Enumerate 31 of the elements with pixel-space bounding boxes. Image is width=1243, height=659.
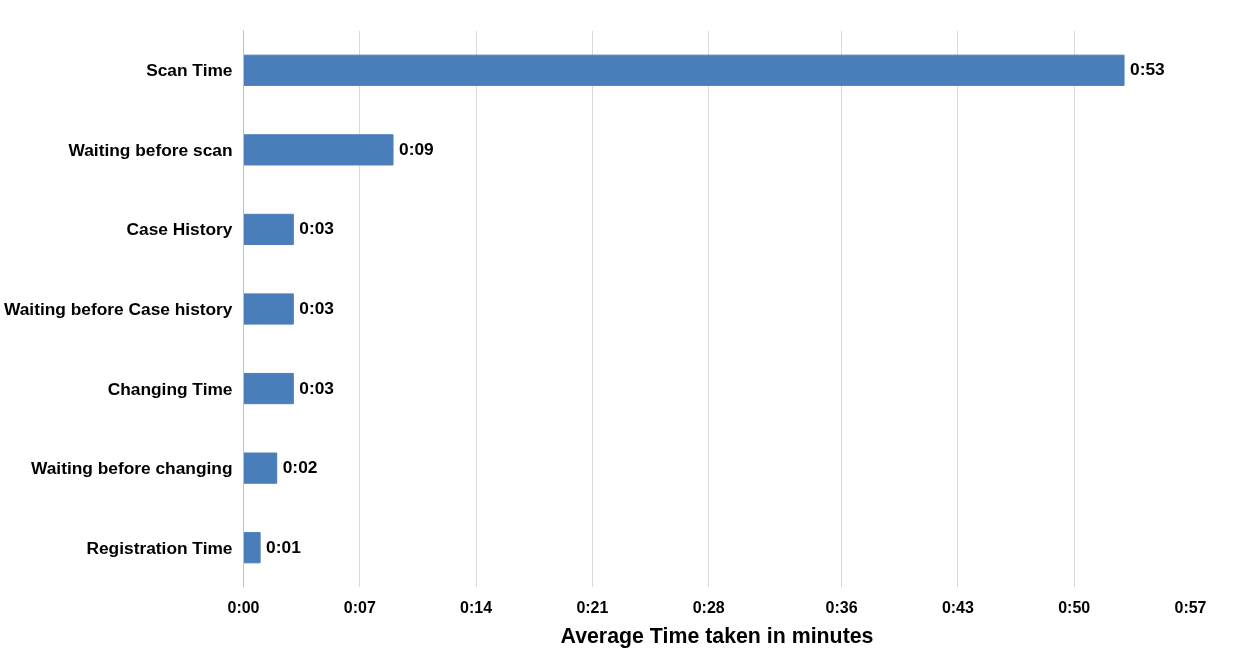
bar <box>243 532 261 564</box>
y-tick-label: Case History <box>126 219 233 240</box>
bar <box>243 452 278 484</box>
data-label: 0:03 <box>299 377 335 398</box>
x-tick-label: 0:21 <box>576 598 609 616</box>
y-tick-label: Changing Time <box>107 378 233 399</box>
x-tick-label: 0:36 <box>825 598 858 616</box>
bar <box>243 54 1125 86</box>
x-tick-label: 0:43 <box>941 598 975 616</box>
x-tick-label: 0:14 <box>460 598 493 616</box>
bar <box>243 134 394 166</box>
data-label: 0:53 <box>1130 59 1166 80</box>
data-label: 0:03 <box>299 218 335 239</box>
y-tick-label: Waiting before changing <box>30 458 233 479</box>
x-tick-label: 0:07 <box>343 598 376 616</box>
x-tick-label: 0:57 <box>1174 598 1207 616</box>
data-label: 0:09 <box>399 138 434 159</box>
data-label: 0:03 <box>299 298 335 318</box>
x-axis-title: Average Time taken in minutes <box>560 623 874 648</box>
data-label: 0:02 <box>282 457 318 478</box>
y-tick-label: Waiting before Case history <box>3 299 233 319</box>
y-tick-label: Waiting before scan <box>68 139 233 160</box>
y-tick-label: Scan Time <box>146 60 233 81</box>
y-tick-label: Registration Time <box>86 537 233 558</box>
bar <box>243 293 294 325</box>
x-tick-label: 0:00 <box>227 598 260 616</box>
x-tick-label: 0:50 <box>1058 598 1091 616</box>
data-label: 0:01 <box>266 536 302 557</box>
x-tick-label: 0:28 <box>692 598 725 616</box>
bar <box>243 372 294 405</box>
bar <box>243 213 294 246</box>
